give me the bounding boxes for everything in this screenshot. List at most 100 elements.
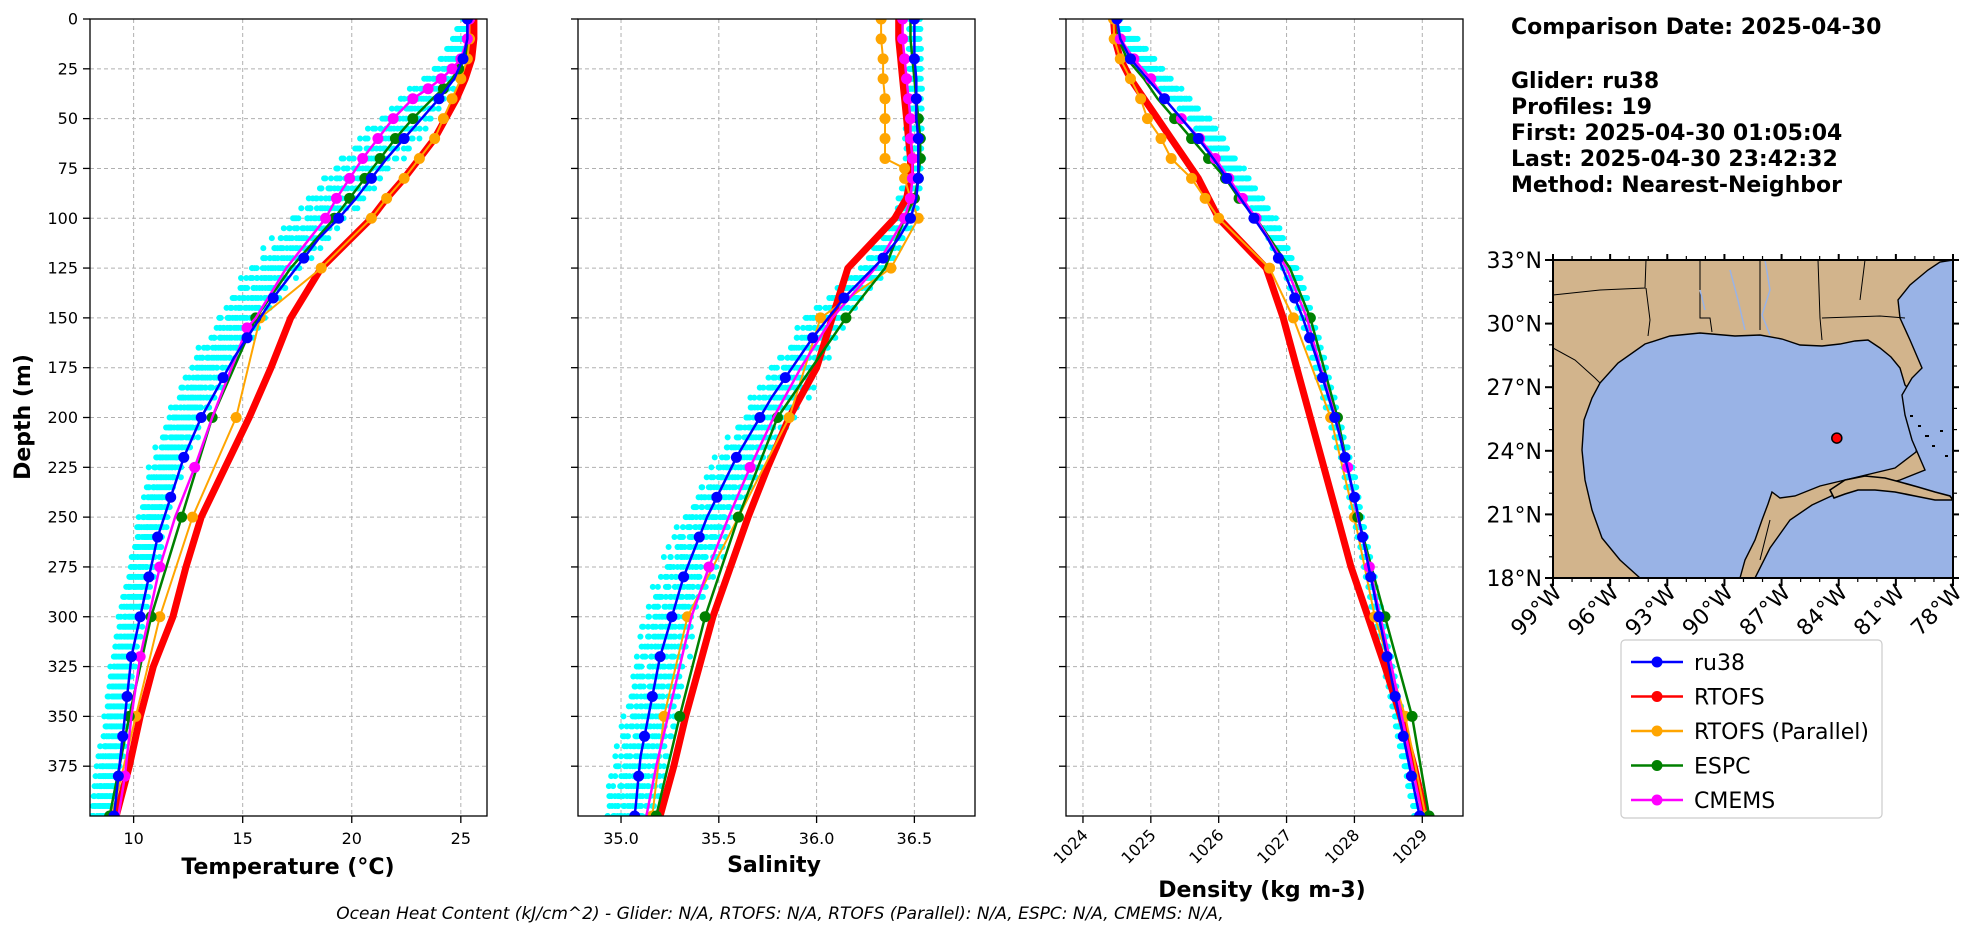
glider-profile-point <box>1174 85 1181 92</box>
glider-profile-point <box>696 573 703 580</box>
glider-profile-point <box>606 803 613 810</box>
glider-profile-point <box>652 623 659 630</box>
depth-tick-label: 125 <box>47 259 78 278</box>
series-point-ru38 <box>1304 332 1316 344</box>
series-point-cmems <box>904 113 916 125</box>
glider-profile-point <box>322 235 329 242</box>
glider-profile-point <box>237 304 244 311</box>
glider-profile-point <box>610 783 617 790</box>
series-point-ru38 <box>241 332 253 344</box>
glider-profile-point <box>655 603 662 610</box>
glider-profile-point <box>777 354 784 361</box>
series-point-rtofs-parallel- <box>879 113 891 125</box>
series-point-ru38 <box>108 810 120 816</box>
glider-profile-point <box>734 474 741 481</box>
series-point-cmems <box>435 73 447 85</box>
series-point-ru38 <box>678 571 690 583</box>
glider-profile-point <box>794 324 801 331</box>
glider-profile-point <box>762 394 769 401</box>
glider-profile-point <box>671 534 678 541</box>
glider-profile-point <box>623 723 630 730</box>
glider-profile-point <box>163 524 170 531</box>
glider-profile-point <box>298 205 305 212</box>
depth-tick-label: 25 <box>58 59 78 78</box>
series-point-ru38 <box>134 611 146 623</box>
glider-profile-point <box>366 185 373 192</box>
glider-profile-point <box>664 573 671 580</box>
glider-profile-point <box>1224 145 1231 152</box>
glider-profile-point <box>612 753 619 760</box>
glider-profile-point <box>659 693 666 700</box>
glider-profile-point <box>646 763 653 770</box>
glider-profile-point <box>645 603 652 610</box>
glider-profile-point <box>917 45 924 52</box>
series-point-ru38 <box>1111 19 1123 25</box>
glider-profile-point <box>1206 115 1213 122</box>
glider-profile-point <box>1344 444 1351 451</box>
series-point-rtofs-parallel- <box>413 152 425 164</box>
series-point-rtofs-parallel- <box>381 192 393 204</box>
glider-profile-point <box>318 195 325 202</box>
series-point-cmems <box>703 561 715 573</box>
glider-profile-point <box>640 623 647 630</box>
series-point-ru38 <box>433 93 445 105</box>
glider-profile-point <box>660 763 667 770</box>
glider-profile-point <box>719 474 726 481</box>
series-point-ru38 <box>1272 252 1284 264</box>
glider-profile-point <box>640 683 647 690</box>
series-point-ru38 <box>1389 690 1401 702</box>
glider-profile-point <box>637 703 644 710</box>
series-point-rtofs-parallel- <box>879 93 891 105</box>
glider-profile-point <box>1293 265 1300 272</box>
glider-profile-point <box>1259 195 1266 202</box>
glider-profile-point <box>1353 484 1360 491</box>
series-point-espc <box>650 810 662 816</box>
glider-profile-point <box>307 205 314 212</box>
glider-profile-point <box>654 583 661 590</box>
temperature-panel: 0255075100125150175200225250275300325350… <box>11 10 488 880</box>
glider-profile-point <box>377 125 384 132</box>
glider-profile-point <box>1352 474 1359 481</box>
glider-profile-point <box>699 593 706 600</box>
glider-profile-point <box>810 384 817 391</box>
series-point-ru38 <box>838 292 850 304</box>
glider-profile-point <box>317 245 324 252</box>
glider-profile-point <box>364 135 371 142</box>
glider-profile-point <box>645 773 652 780</box>
glider-profile-point <box>655 733 662 740</box>
series-point-rtofs-parallel- <box>899 162 911 174</box>
glider-profile-point <box>665 583 672 590</box>
series-line-cmems <box>645 19 914 816</box>
series-point-ru38 <box>121 690 133 702</box>
glider-profile-point <box>665 544 672 551</box>
temperature-tick-label: 15 <box>233 829 253 848</box>
series-point-ru38 <box>1221 172 1233 184</box>
glider-profile-point <box>678 683 685 690</box>
series-point-cmems <box>897 19 909 25</box>
series-point-ru38 <box>904 212 916 224</box>
glider-profile-point <box>917 105 924 112</box>
series-point-cmems <box>906 152 918 164</box>
series-point-rtofs-parallel- <box>783 412 795 423</box>
glider-profile-point <box>605 783 612 790</box>
glider-profile-point <box>604 813 611 816</box>
glider-profile-point <box>702 553 709 560</box>
glider-profile-point <box>645 783 652 790</box>
series-line-rtofs <box>656 19 914 816</box>
glider-profile-point <box>702 544 709 551</box>
glider-profile-point <box>713 514 720 521</box>
glider-profile-point <box>156 553 163 560</box>
series-point-ru38 <box>711 491 723 503</box>
series-point-ru38 <box>1381 651 1393 663</box>
glider-profile-point <box>711 534 718 541</box>
glider-profile-point <box>391 155 398 162</box>
glider-profile-point <box>1134 35 1141 42</box>
glider-profile-point <box>645 623 652 630</box>
glider-profile-point <box>672 623 679 630</box>
series-point-rtofs-parallel- <box>1155 133 1167 145</box>
series-point-cmems <box>407 93 419 105</box>
series-point-cmems <box>357 152 369 164</box>
glider-profile-point <box>178 384 185 391</box>
glider-profile-point <box>749 444 756 451</box>
series-point-rtofs-parallel- <box>1124 73 1136 85</box>
